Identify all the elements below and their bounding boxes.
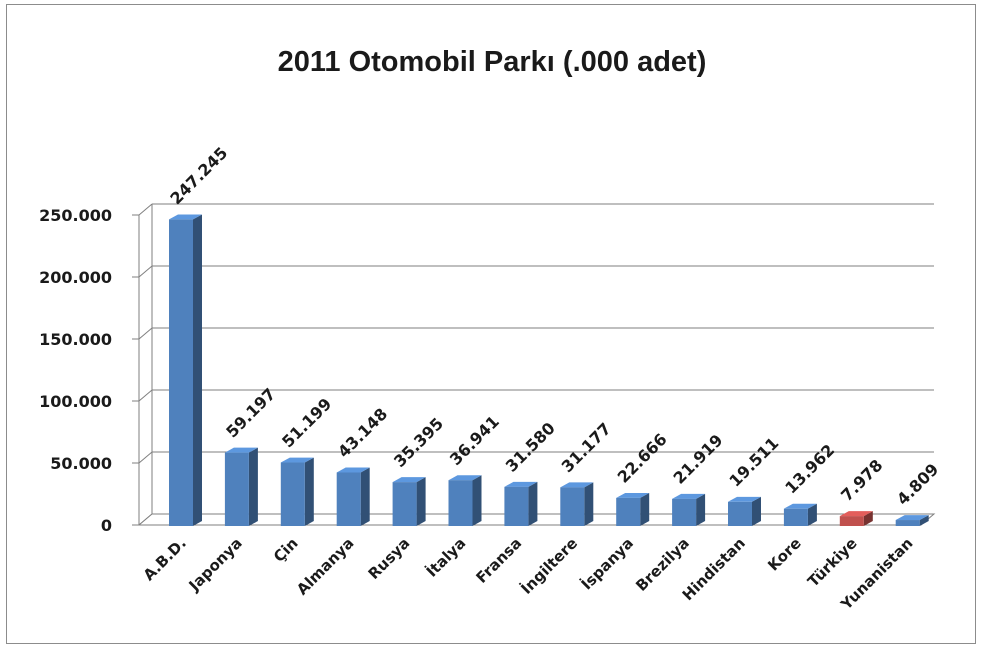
bar-top — [560, 482, 594, 488]
bar-side — [416, 477, 426, 526]
bar — [169, 219, 193, 526]
bar-top — [504, 481, 538, 487]
bar — [280, 462, 305, 526]
bar-side — [919, 515, 929, 526]
bar-side — [863, 511, 873, 526]
bar-top — [616, 492, 650, 498]
x-tick-label: İspanya — [577, 533, 637, 593]
bar-side — [360, 467, 370, 526]
bar — [336, 472, 361, 526]
bar — [728, 501, 752, 526]
data-label: 43.148 — [334, 404, 391, 461]
y-tick-label: 150.000 — [39, 330, 112, 349]
bar — [560, 487, 585, 526]
bar-top — [280, 457, 314, 463]
x-tick-label: Türkiye — [804, 534, 861, 591]
data-label: 4.809 — [893, 460, 942, 509]
bar — [839, 516, 864, 526]
data-label: 51.199 — [278, 394, 335, 451]
bar-top — [392, 477, 426, 483]
bar-top — [224, 447, 258, 453]
bar-side — [807, 503, 817, 526]
data-label: 247.245 — [166, 143, 231, 208]
data-label: 35.395 — [390, 414, 447, 471]
bar-side — [640, 492, 650, 526]
x-tick-label: A.B.D. — [140, 534, 190, 584]
bar-top — [169, 214, 202, 220]
bar-side — [584, 482, 594, 526]
bar-top — [672, 493, 706, 499]
bar — [672, 498, 697, 526]
side-wall-line — [138, 203, 153, 216]
bar-side — [696, 493, 706, 526]
y-tick-label: 100.000 — [39, 392, 112, 411]
x-tick-label: Rusya — [365, 534, 414, 583]
x-tick-label: Almanya — [293, 534, 357, 598]
bar-side — [528, 481, 538, 526]
x-tick-label: İngiltere — [517, 533, 581, 597]
data-label: 31.177 — [558, 419, 615, 476]
bar-top — [336, 467, 370, 473]
y-tick-label: 0 — [101, 516, 112, 535]
bar — [783, 508, 808, 526]
bar-side — [472, 475, 482, 526]
side-wall-line — [138, 389, 153, 402]
data-label: 19.511 — [725, 434, 782, 491]
side-wall-line — [138, 265, 153, 278]
side-wall-line — [138, 327, 153, 340]
side-wall-line — [138, 451, 153, 464]
bar-side — [752, 496, 761, 526]
bar — [895, 520, 920, 526]
bar — [224, 452, 249, 526]
data-label: 22.666 — [614, 430, 671, 487]
x-tick-label: Çin — [270, 534, 302, 566]
data-label: 13.962 — [781, 440, 838, 497]
y-tick-label: 50.000 — [50, 454, 112, 473]
x-tick-label: İtalya — [422, 533, 469, 580]
bar — [392, 482, 417, 526]
y-tick-label: 250.000 — [39, 206, 112, 225]
x-tick-label: Japonya — [185, 534, 246, 595]
bar — [504, 486, 529, 526]
bar — [616, 497, 641, 526]
y-tick-label: 200.000 — [39, 268, 112, 287]
chart-frame — [6, 4, 976, 644]
data-label: 7.978 — [837, 456, 886, 505]
bar — [448, 480, 473, 526]
bar-top — [448, 475, 482, 481]
data-label: 31.580 — [502, 419, 559, 476]
bar-top — [728, 496, 761, 502]
data-label: 36.941 — [446, 412, 503, 469]
bar-top — [783, 503, 817, 509]
data-label: 21.919 — [669, 431, 726, 488]
data-label: 59.197 — [222, 384, 279, 441]
x-tick-label: Fransa — [473, 534, 526, 587]
bar-side — [193, 214, 202, 527]
bar-top — [839, 511, 873, 517]
bar-side — [304, 457, 314, 526]
chart-title: 2011 Otomobil Parkı (.000 adet) — [277, 46, 707, 78]
x-tick-label: Kore — [764, 534, 804, 574]
bar-top — [895, 515, 929, 521]
bar-side — [248, 447, 258, 526]
